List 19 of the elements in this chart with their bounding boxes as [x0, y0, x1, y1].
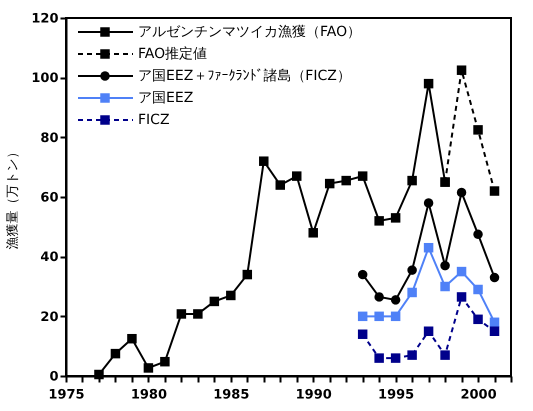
x-tick-label: 1995 — [378, 388, 414, 402]
y-tick-label: 120 — [31, 12, 58, 26]
x-tick-label: 1985 — [213, 388, 250, 402]
y-tick-label: 0 — [49, 370, 58, 384]
x-tick-label: 1980 — [130, 388, 167, 402]
legend-label: FICZ — [138, 112, 170, 128]
x-tick-label: 1990 — [296, 388, 332, 402]
y-tick-label: 40 — [40, 250, 58, 266]
y-tick-label: 20 — [40, 310, 58, 325]
y-tick-label: 80 — [40, 130, 58, 146]
x-tick-label: 2000 — [460, 388, 497, 402]
x-tick-label: 1975 — [48, 388, 85, 402]
y-tick-label: 100 — [31, 71, 58, 86]
y-axis-title: 漁獲量（万トン） — [5, 146, 20, 250]
legend-label: アルゼンチンマツイカ漁獲（FAO） — [138, 24, 362, 40]
legend-label: FAO推定値 — [138, 46, 208, 62]
legend-label: ア国EEZ＋ﾌｧｰｸﾗﾝﾄﾞ諸島（FICZ） — [138, 68, 351, 84]
y-tick-label: 60 — [40, 190, 58, 206]
legend-label: ア国EEZ — [138, 90, 194, 106]
